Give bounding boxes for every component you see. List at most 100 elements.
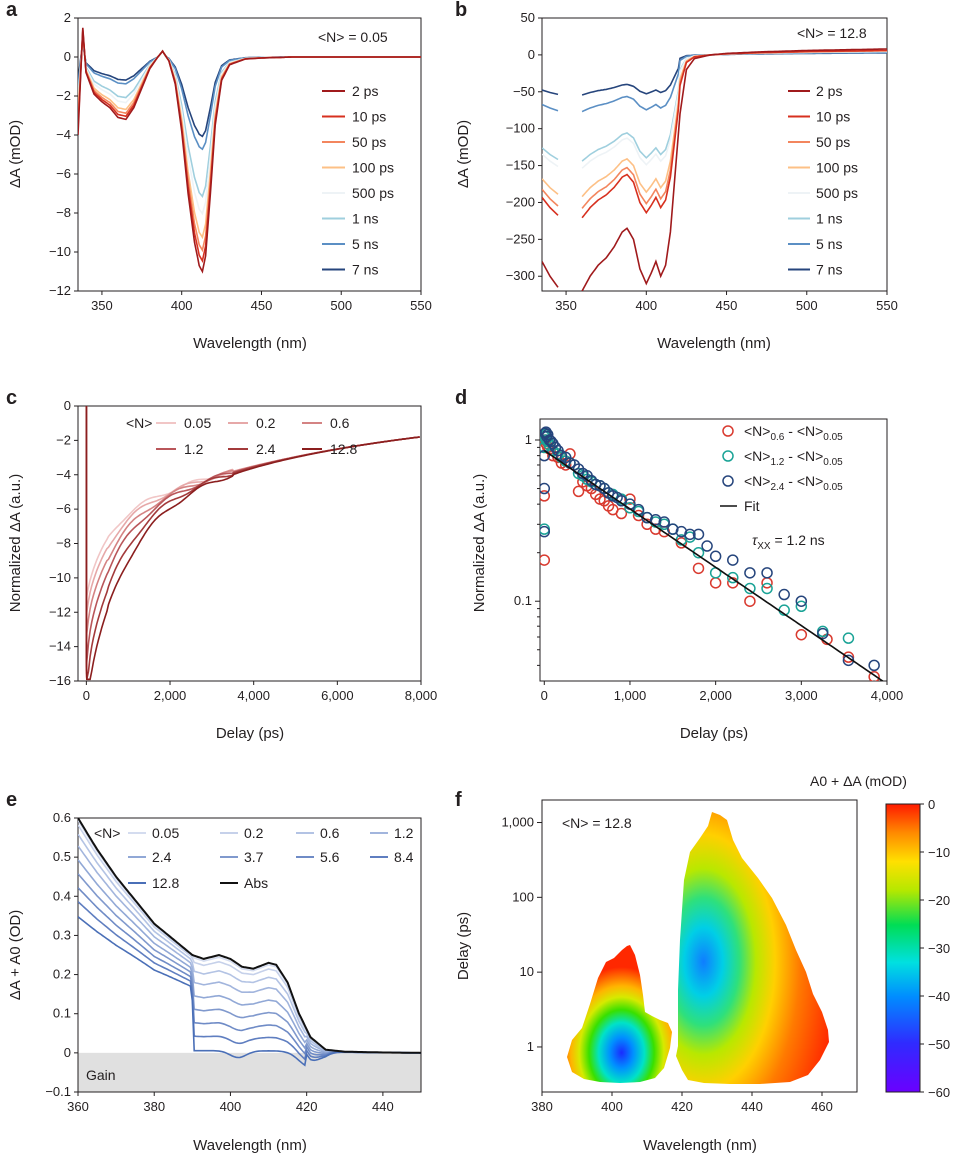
y-tick-label: −6 <box>56 166 71 181</box>
panel-a-annotation: <N> = 0.05 <box>318 29 388 45</box>
x-tick-label: 380 <box>531 1099 553 1114</box>
scatter-point <box>868 659 880 672</box>
panel-d-tau-annotation: τXX = 1.2 ns <box>752 532 825 552</box>
panel-b-ylabel: ΔA (mOD) <box>455 120 472 188</box>
x-tick-label: 4,000 <box>237 688 270 703</box>
x-tick-label: 2,000 <box>699 688 732 703</box>
colorbar-tick-label: −10 <box>928 845 950 860</box>
panel-b-series <box>542 48 887 291</box>
scatter-point <box>675 537 688 549</box>
series-line-N-0.05 <box>85 406 420 678</box>
legend-label: 10 ps <box>816 109 850 125</box>
panel-d-ylabel: Normalized ΔA (a.u.) <box>471 474 488 612</box>
colorbar-tick-label: −20 <box>928 893 950 908</box>
scatter-point <box>632 509 645 522</box>
panel-a-ylabel: ΔA (mOD) <box>7 120 24 188</box>
panel-e-ticks: 360 380 400 420 440 0.6 0.5 0.4 0.3 0.2 0.1 0 −0.1 <box>45 810 393 1114</box>
tau-subscript: XX <box>757 541 771 552</box>
legend-label: 1 ns <box>816 211 842 227</box>
y-tick-label: 0 <box>528 47 535 62</box>
scatter-point <box>540 554 551 566</box>
legend-label: 0.05 <box>184 415 211 431</box>
x-tick-label: 2,000 <box>154 688 187 703</box>
panel-c: c 0 2,000 4,000 6,000 8,000 0 −2 −4 −6 −8 −10 −12 −1… <box>6 387 437 742</box>
scatter-point <box>624 493 636 505</box>
series-edge-7-ns <box>542 89 559 96</box>
colorbar-ticks: 0 −10 −20 −30 −40 −50 −60 <box>920 797 950 1100</box>
scatter-point <box>795 595 808 607</box>
y-tick-label: −300 <box>506 268 535 283</box>
y-tick-label: −2 <box>56 432 71 447</box>
colorbar-title: A0 + ΔA (mOD) <box>810 773 907 789</box>
legend-marker <box>722 450 734 462</box>
y-tick-label: 1,000 <box>501 815 534 830</box>
scatter-point <box>795 600 808 613</box>
y-tick-label: −12 <box>49 604 71 619</box>
legend-label: <N>2.4 - <N>0.05 <box>744 473 843 493</box>
x-tick-label: 500 <box>796 298 818 313</box>
x-tick-label: 8,000 <box>405 688 438 703</box>
panel-a-label: a <box>6 0 18 21</box>
x-tick-label: 380 <box>143 1099 165 1114</box>
scatter-point <box>761 582 773 595</box>
x-tick-label: 450 <box>716 298 738 313</box>
legend-label-part: 2.4 <box>770 482 784 493</box>
panel-f-ylabel: Delay (ps) <box>455 912 472 980</box>
gain-label: Gain <box>86 1067 116 1083</box>
legend-label: 7 ns <box>352 262 378 278</box>
scatter-point <box>795 628 808 641</box>
series-line-N-12.8 <box>85 406 420 681</box>
x-tick-label: 460 <box>811 1099 833 1114</box>
scatter-point <box>684 528 696 541</box>
y-tick-label: 100 <box>512 889 534 904</box>
legend-label: 50 ps <box>816 134 850 150</box>
panel-e-legend: 0.05 0.2 0.6 1.2 2.4 3.7 5.6 8.4 12.8 Abs <box>128 825 414 891</box>
legend-label: 500 ps <box>352 185 394 201</box>
panel-d-ticks: 0 1,000 2,000 3,000 4,000 1 0.1 <box>514 432 903 703</box>
legend-label: 0.2 <box>244 825 264 841</box>
colorbar-tick-label: −50 <box>928 1037 950 1052</box>
series-edge-50-ps <box>542 188 559 207</box>
legend-label: 1.2 <box>394 825 414 841</box>
scatter-point <box>761 567 773 579</box>
y-tick-label: −10 <box>49 244 71 259</box>
legend-label: Fit <box>744 498 760 514</box>
legend-label-part: <N> <box>744 423 770 439</box>
legend-label: 7 ns <box>816 262 842 278</box>
panel-b-legend: 2 ps 10 ps 50 ps 100 ps 500 ps 1 ns 5 ns 7 ns <box>788 83 858 278</box>
y-tick-label: −6 <box>56 501 71 516</box>
scatter-point <box>540 525 551 538</box>
legend-label: 0.05 <box>152 825 179 841</box>
legend-label: 0.2 <box>256 415 276 431</box>
x-tick-label: 500 <box>330 298 352 313</box>
panel-b-xlabel: Wavelength (nm) <box>657 335 771 352</box>
series-edge-2-ps <box>542 261 559 288</box>
legend-label: 12.8 <box>330 441 357 457</box>
legend-label-part: <N> <box>744 448 770 464</box>
scatter-point <box>543 434 556 446</box>
panel-f-frame <box>541 799 858 1093</box>
legend-label: 1 ns <box>352 211 378 227</box>
scatter-point <box>658 516 670 528</box>
series-edge-500-ps <box>542 153 559 168</box>
panel-a-frame <box>77 17 422 292</box>
panel-c-ticks: 0 2,000 4,000 6,000 8,000 0 −2 −4 −6 −8 −10 −12 −14 −… <box>49 398 437 703</box>
legend-label: 0.6 <box>320 825 340 841</box>
legend-label: 3.7 <box>244 849 264 865</box>
panel-d-xlabel: Delay (ps) <box>680 725 748 742</box>
panel-d-label: d <box>455 387 467 409</box>
panel-d-legend: <N>0.6 - <N>0.05<N>1.2 - <N>0.05<N>2.4 -… <box>720 423 843 514</box>
colorbar-tick-label: −60 <box>928 1085 950 1100</box>
y-tick-label: −0.1 <box>45 1084 71 1099</box>
legend-label: 500 ps <box>816 185 858 201</box>
x-tick-label: 0 <box>541 688 548 703</box>
scatter-point <box>727 571 739 584</box>
gain-region <box>78 1052 421 1092</box>
x-tick-label: 400 <box>220 1099 242 1114</box>
scatter-point <box>572 485 585 498</box>
scatter-point <box>649 514 662 526</box>
legend-label: 100 ps <box>352 160 394 176</box>
legend-label: 2.4 <box>152 849 172 865</box>
